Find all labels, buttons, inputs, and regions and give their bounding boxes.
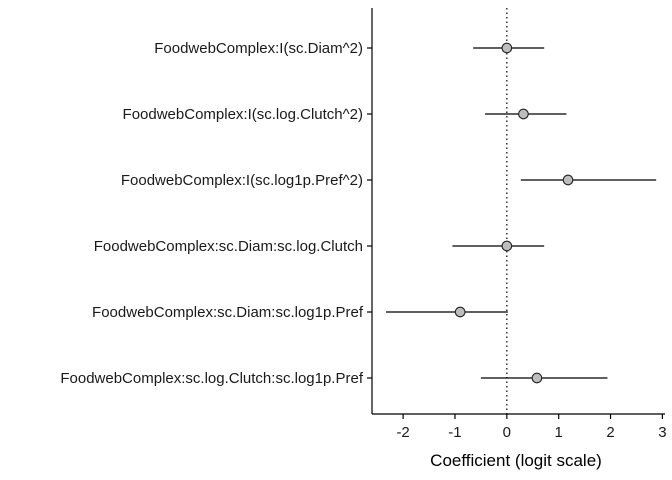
point-estimate	[454, 306, 466, 318]
point-estimate	[562, 174, 574, 186]
x-tick-label: 1	[555, 424, 563, 441]
term-label: FoodwebComplex:sc.Diam:sc.log1p.Pref	[92, 304, 364, 321]
axes	[371, 8, 665, 415]
term-label: FoodwebComplex:I(sc.Diam^2)	[154, 40, 363, 57]
x-tick-label: -2	[396, 424, 409, 441]
term-label: FoodwebComplex:sc.log.Clutch:sc.log1p.Pr…	[60, 370, 363, 387]
x-tick-label: 2	[606, 424, 614, 441]
x-axis-title: Coefficient (logit scale)	[430, 451, 602, 470]
x-tick-label: 0	[503, 424, 511, 441]
x-tick-label: 3	[658, 424, 666, 441]
point-estimate	[501, 240, 513, 252]
plot-area	[386, 8, 657, 414]
x-tick-labels: -2 -1 0 1 2 3	[396, 414, 667, 441]
point-estimate	[501, 42, 513, 54]
point-estimate	[518, 108, 529, 120]
x-tick-label: -1	[448, 424, 461, 441]
y-tick-labels: FoodwebComplex:I(sc.Diam^2) FoodwebComple…	[60, 40, 372, 387]
term-label: FoodwebComplex:I(sc.log.Clutch^2)	[123, 106, 363, 123]
point-estimate	[531, 372, 543, 384]
term-label: FoodwebComplex:I(sc.log1p.Pref^2)	[121, 172, 363, 189]
term-label: FoodwebComplex:sc.Diam:sc.log.Clutch	[94, 238, 363, 255]
